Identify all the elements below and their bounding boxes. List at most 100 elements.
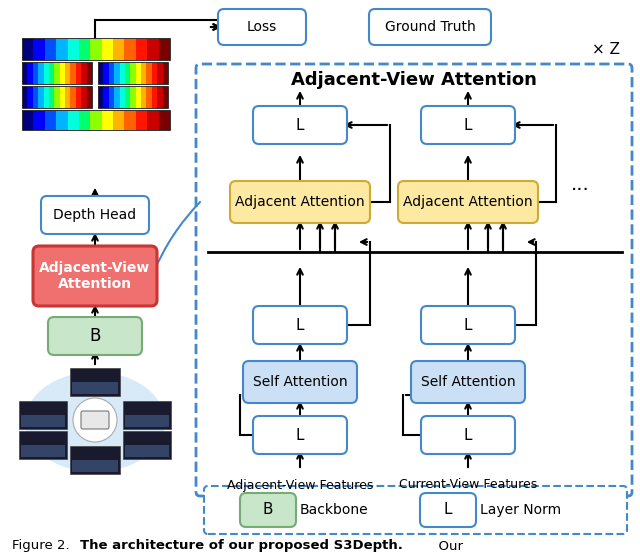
FancyBboxPatch shape [204,486,627,534]
Bar [109,86,114,108]
Bar [65,62,70,84]
FancyBboxPatch shape [253,416,347,454]
Bar [86,86,92,108]
Text: Our: Our [430,539,463,553]
FancyBboxPatch shape [398,181,538,223]
Bar [28,62,33,84]
Bar [147,86,152,108]
Bar [22,110,33,130]
Circle shape [73,398,117,442]
Bar [21,445,65,457]
Text: B: B [263,502,273,517]
Bar [79,38,90,60]
FancyBboxPatch shape [81,411,109,429]
Bar [98,86,168,108]
Bar [136,86,141,108]
Text: Layer Norm: Layer Norm [480,503,561,517]
Bar [33,38,45,60]
Bar [159,110,170,130]
Bar [19,431,67,459]
Bar [86,62,92,84]
Text: Adjacent-View
Attention: Adjacent-View Attention [40,261,150,291]
Bar [54,62,60,84]
Bar [79,110,90,130]
Bar [81,62,86,84]
FancyBboxPatch shape [230,181,370,223]
Text: Backbone: Backbone [300,503,369,517]
Bar [70,446,120,474]
Bar [70,86,76,108]
Bar [38,86,44,108]
Text: Self Attention: Self Attention [253,375,348,389]
Text: Depth Head: Depth Head [53,208,136,222]
FancyBboxPatch shape [369,9,491,45]
Text: Adjacent Attention: Adjacent Attention [235,195,365,209]
Bar [114,62,120,84]
Bar [124,38,136,60]
Text: Self Attention: Self Attention [420,375,515,389]
Bar [98,62,168,84]
Bar [157,62,163,84]
Bar [113,38,124,60]
Bar [152,62,157,84]
Bar [104,62,109,84]
Bar [22,62,92,84]
Bar [147,62,152,84]
Bar [44,86,49,108]
FancyBboxPatch shape [420,493,476,527]
Bar [38,62,44,84]
Bar [70,368,120,396]
Bar [28,86,33,108]
Text: Current-View Features: Current-View Features [399,478,537,492]
Bar [159,38,170,60]
Bar [102,38,113,60]
Text: L: L [296,427,304,442]
Text: × Z: × Z [592,43,620,58]
Text: Adjacent Attention: Adjacent Attention [403,195,533,209]
Text: L: L [296,118,304,133]
Text: L: L [464,318,472,333]
Bar [65,86,70,108]
Bar [141,86,147,108]
Bar [124,110,136,130]
Bar [76,62,81,84]
Text: L: L [444,502,452,517]
Bar [152,86,157,108]
Bar [136,62,141,84]
Bar [90,110,102,130]
Bar [49,62,54,84]
FancyBboxPatch shape [41,196,149,234]
Bar [54,86,60,108]
Bar [125,62,131,84]
Bar [33,110,45,130]
Bar [157,86,163,108]
Text: L: L [296,318,304,333]
Bar [123,431,171,459]
Bar [70,62,76,84]
FancyBboxPatch shape [253,106,347,144]
Bar [45,38,56,60]
Bar [123,401,171,429]
Text: The architecture of our proposed S3Depth.: The architecture of our proposed S3Depth… [80,539,403,553]
Text: Adjacent-View Attention: Adjacent-View Attention [291,71,537,89]
Bar [102,110,113,130]
Bar [120,86,125,108]
Bar [125,415,169,427]
Bar [98,62,104,84]
Bar [68,110,79,130]
Bar [81,86,86,108]
Bar [131,62,136,84]
Text: Adjacent-View Features: Adjacent-View Features [227,478,373,492]
FancyBboxPatch shape [196,64,632,496]
Bar [147,38,159,60]
Text: Loss: Loss [247,20,277,34]
Text: B: B [90,327,100,345]
FancyBboxPatch shape [240,493,296,527]
Bar [109,62,114,84]
FancyBboxPatch shape [253,306,347,344]
Bar [22,38,33,60]
Ellipse shape [25,372,165,472]
Bar [125,445,169,457]
Bar [113,110,124,130]
Bar [163,62,168,84]
